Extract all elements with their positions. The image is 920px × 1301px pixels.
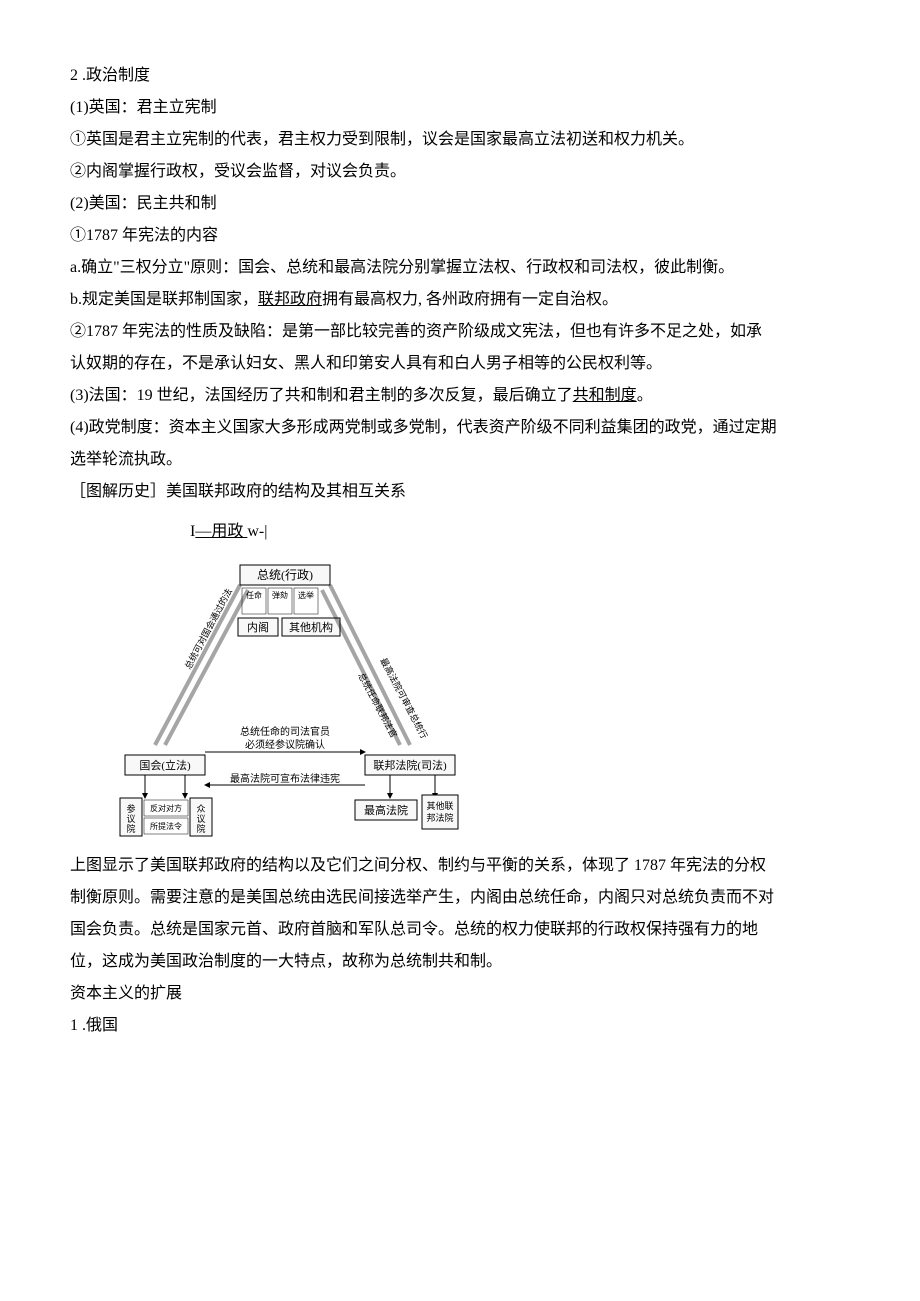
uk-head: (1)英国：君主立宪制 xyxy=(70,92,850,124)
fr-underline: 共和制度 xyxy=(573,387,637,404)
svg-text:院: 院 xyxy=(196,823,205,834)
president-box: 总统(行政) xyxy=(257,568,313,582)
svg-text:院: 院 xyxy=(126,823,135,834)
uk-p1: ①英国是君主立宪制的代表，君主权力受到限制，议会是国家最高立法初送和权力机关。 xyxy=(70,124,850,156)
section-2-title: 2 .政治制度 xyxy=(70,60,850,92)
us-b-post: 拥有最高权力, 各州政府拥有一定自治权。 xyxy=(322,291,618,308)
senate-r1: 反对对方 xyxy=(150,803,182,813)
us-a: a.确立"三权分立"原则：国会、总统和最高法院分别掌握立法权、行政权和司法权，彼… xyxy=(70,252,850,284)
explain-l4: 位，这成为美国政治制度的一大特点，故称为总统制共和制。 xyxy=(70,946,850,978)
party-l1: (4)政党制度：资本主义国家大多形成两党制或多党制，代表资产阶级不同利益集团的政… xyxy=(70,412,850,444)
senate-r2: 所提法令 xyxy=(150,821,182,831)
fr: (3)法国：19 世纪，法国经历了共和制和君主制的多次反复，最后确立了共和制度。 xyxy=(70,380,850,412)
us-head: (2)美国：民主共和制 xyxy=(70,188,850,220)
other-org-box: 其他机构 xyxy=(289,620,333,634)
diagram-label-post: | xyxy=(264,523,267,540)
other-fed1: 其他联 xyxy=(426,800,453,811)
expand-title: 资本主义的扩展 xyxy=(70,978,850,1010)
other-fed2: 邦法院 xyxy=(426,812,453,823)
fed-court-box: 联邦法院(司法) xyxy=(373,758,447,772)
svg-text:议: 议 xyxy=(126,814,135,824)
expand-ru: 1 .俄国 xyxy=(70,1010,850,1042)
congress-box: 国会(立法) xyxy=(139,758,191,772)
diagram-caption: ［图解历史］美国联邦政府的结构及其相互关系 xyxy=(70,476,850,508)
us-c2b: 认奴期的存在，不是承认妇女、黑人和印第安人具有和白人男子相等的公民权利等。 xyxy=(70,348,850,380)
diagram-label-w: w- xyxy=(247,523,264,540)
fr-post: 。 xyxy=(637,387,653,404)
federal-gov-diagram: 总统(行政) 任命 弹劾 选举 内阁 其他机构 总统可对国会通过的法 最高法院可… xyxy=(110,560,460,840)
diagram-label: I—用政 w-| xyxy=(190,516,850,548)
explain-l1: 上图显示了美国联邦政府的结构以及它们之间分权、制约与平衡的关系，体现了 1787… xyxy=(70,850,850,882)
supreme-box: 最高法院 xyxy=(364,803,408,817)
party-l2: 选举轮流执政。 xyxy=(70,444,850,476)
svg-text:参: 参 xyxy=(126,803,135,814)
sub-xuan: 选举 xyxy=(298,590,314,600)
explain-l2: 制衡原则。需要注意的是美国总统由选民间接选举产生，内阁由总统任命，内阁只对总统负… xyxy=(70,882,850,914)
us-c1: ①1787 年宪法的内容 xyxy=(70,220,850,252)
mid-top: 总统任命的司法官员 xyxy=(240,725,330,738)
veto-text: 最高法院可宣布法律违宪 xyxy=(230,772,340,785)
us-b: b.规定美国是联邦制国家，联邦政府拥有最高权力, 各州政府拥有一定自治权。 xyxy=(70,284,850,316)
fr-pre: (3)法国：19 世纪，法国经历了共和制和君主制的多次反复，最后确立了 xyxy=(70,387,573,404)
svg-text:议: 议 xyxy=(196,814,205,824)
mid-bot: 必须经参议院确认 xyxy=(245,738,325,751)
us-c2a: ②1787 年宪法的性质及缺陷：是第一部比较完善的资产阶级成文宪法，但也有许多不… xyxy=(70,316,850,348)
us-b-underline: 联邦政府 xyxy=(258,291,322,308)
explain-l3: 国会负责。总统是国家元首、政府首脑和军队总司令。总统的权力使联邦的行政权保持强有… xyxy=(70,914,850,946)
us-b-pre: b.规定美国是联邦制国家， xyxy=(70,291,258,308)
sub-tan: 弹劾 xyxy=(272,590,288,600)
uk-p2: ②内阁掌握行政权，受议会监督，对议会负责。 xyxy=(70,156,850,188)
diagram-label-mid: —用政 xyxy=(195,523,247,540)
cabinet-box: 内阁 xyxy=(247,620,269,634)
svg-text:众: 众 xyxy=(196,804,205,814)
